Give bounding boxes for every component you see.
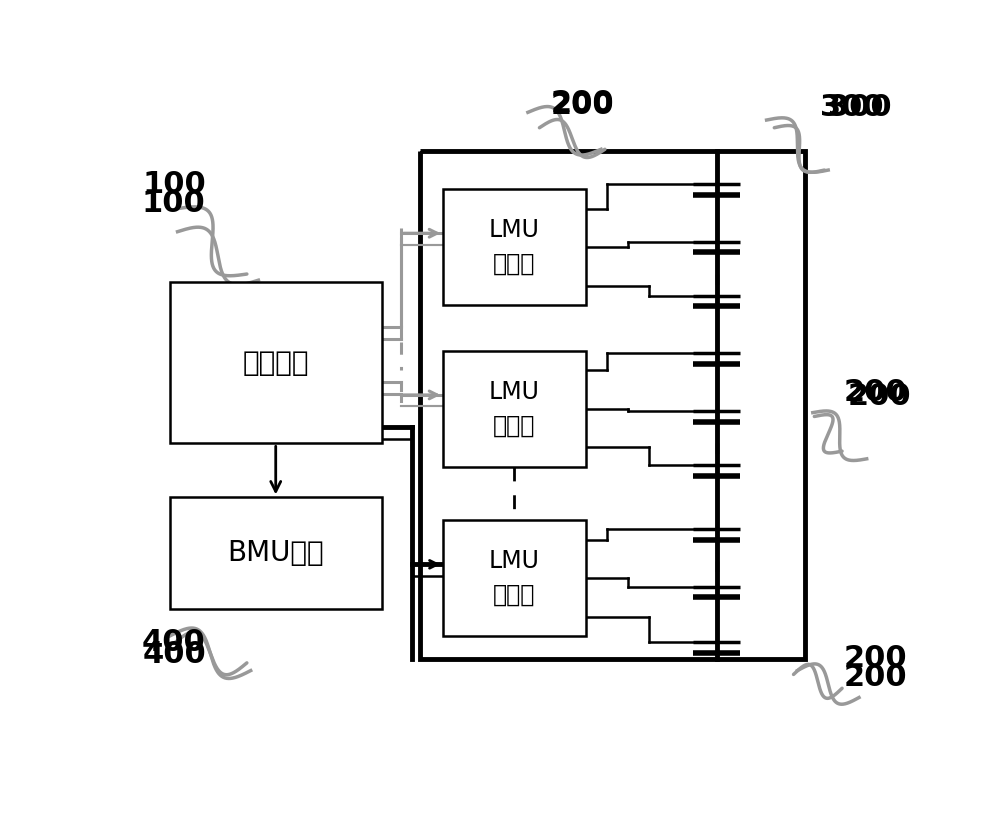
Text: LMU: LMU	[489, 218, 540, 242]
Text: 200: 200	[844, 378, 907, 407]
Text: 300: 300	[820, 93, 884, 122]
Text: 子系统: 子系统	[493, 583, 536, 607]
Text: 子系统: 子系统	[493, 414, 536, 437]
Text: 200: 200	[551, 89, 615, 118]
Text: 供电系统: 供电系统	[242, 348, 309, 376]
Text: 100: 100	[143, 170, 207, 199]
Text: 300: 300	[828, 93, 892, 122]
Bar	[443, 351, 586, 466]
Text: 400: 400	[143, 640, 207, 669]
Text: LMU: LMU	[489, 549, 540, 573]
Text: 200: 200	[847, 382, 911, 411]
Text: 400: 400	[141, 629, 205, 657]
Text: 子系统: 子系统	[493, 252, 536, 276]
Bar	[443, 189, 586, 305]
Text: 200: 200	[844, 663, 907, 692]
Bar	[170, 497, 382, 609]
Text: 100: 100	[141, 189, 205, 218]
Bar	[443, 520, 586, 636]
Text: BMU系统: BMU系统	[227, 539, 324, 567]
Text: LMU: LMU	[489, 380, 540, 404]
Text: 200: 200	[844, 643, 907, 672]
Bar	[170, 282, 382, 443]
Text: 200: 200	[551, 91, 615, 120]
